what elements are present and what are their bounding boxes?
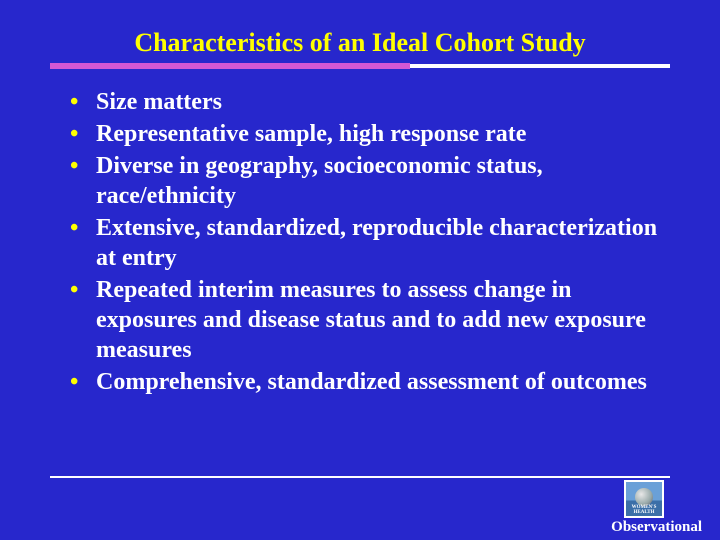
list-item: Representative sample, high response rat…: [70, 119, 660, 149]
list-item: Repeated interim measures to assess chan…: [70, 275, 660, 365]
title-area: Characteristics of an Ideal Cohort Study: [0, 0, 720, 58]
globe-icon: [635, 488, 653, 506]
bullet-list: Size matters Representative sample, high…: [70, 87, 660, 397]
list-item: Diverse in geography, socioeconomic stat…: [70, 151, 660, 211]
list-item: Size matters: [70, 87, 660, 117]
footer-label: Observational: [611, 519, 702, 536]
list-item: Comprehensive, standardized assessment o…: [70, 367, 660, 397]
logo-text: WOMEN'S HEALTH: [626, 505, 662, 515]
footer-divider: [50, 476, 670, 478]
list-item: Extensive, standardized, reproducible ch…: [70, 213, 660, 273]
logo-badge: WOMEN'S HEALTH: [624, 480, 664, 518]
content-area: Size matters Representative sample, high…: [0, 69, 720, 397]
slide-title: Characteristics of an Ideal Cohort Study: [134, 28, 585, 58]
